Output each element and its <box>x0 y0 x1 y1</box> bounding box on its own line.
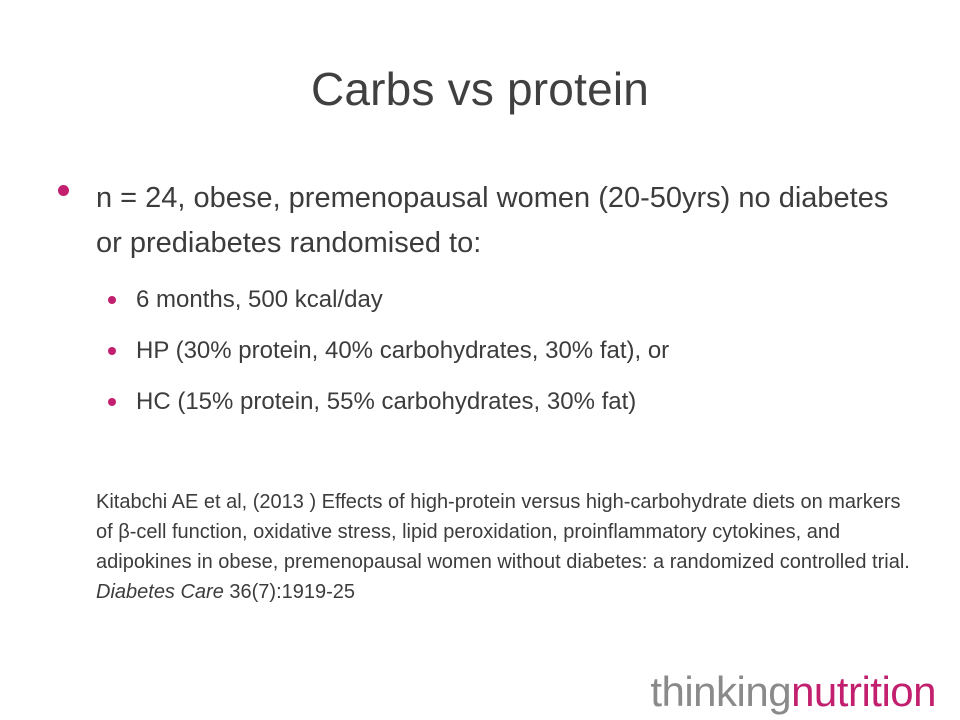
sub-bullet-item: HC (15% protein, 55% carbohydrates, 30% … <box>0 384 960 435</box>
bullet-dot <box>108 398 116 406</box>
thinking-nutrition-logo: thinkingnutrition <box>650 668 936 716</box>
citation-text: Kitabchi AE et al, (2013 ) Effects of hi… <box>96 491 910 573</box>
bullet-dot <box>108 347 116 355</box>
sub-bullet-text: 6 months, 500 kcal/day <box>136 286 383 313</box>
logo-thinking: thinking <box>650 668 792 715</box>
main-bullet-text: n = 24, obese, premenopausal women (20-5… <box>96 182 889 259</box>
bullet-dot <box>108 296 116 304</box>
sub-bullet-text: HC (15% protein, 55% carbohydrates, 30% … <box>136 388 637 415</box>
citation-journal: Diabetes Care <box>96 581 224 603</box>
slide-title: Carbs vs protein <box>310 63 650 115</box>
bullet-dot <box>58 185 69 196</box>
logo-nutrition: nutrition <box>791 668 936 715</box>
citation: Kitabchi AE et al, (2013 ) Effects of hi… <box>96 487 916 607</box>
citation-volume: 36(7):1919-25 <box>223 581 356 603</box>
sub-bullet-text: HP (30% protein, 40% carbohydrates, 30% … <box>136 337 670 364</box>
sub-bullet-item: 6 months, 500 kcal/day <box>0 282 960 333</box>
sub-bullet-list: 6 months, 500 kcal/day HP (30% protein, … <box>0 282 960 435</box>
sub-bullet-item: HP (30% protein, 40% carbohydrates, 30% … <box>0 333 960 384</box>
